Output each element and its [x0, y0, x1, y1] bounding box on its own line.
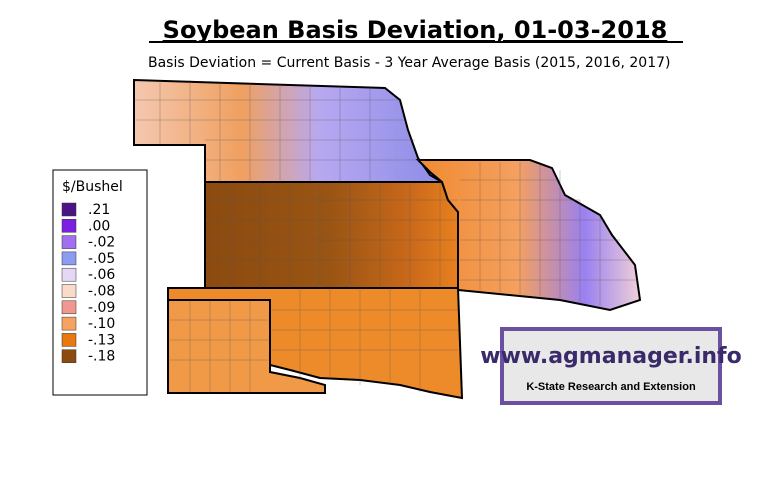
subtitle: Basis Deviation = Current Basis - 3 Year…	[148, 55, 670, 71]
logo-url: www.agmanager.info	[480, 344, 741, 369]
nebraska	[133, 78, 446, 183]
legend-swatch	[61, 316, 77, 331]
missouri	[415, 159, 642, 312]
legend-label: -.06	[88, 267, 115, 283]
legend-label: -.18	[88, 349, 115, 365]
logo-box	[500, 327, 722, 405]
county-grid	[134, 80, 638, 393]
map	[133, 78, 642, 400]
kansas	[204, 181, 459, 289]
legend-label: -.05	[88, 251, 115, 267]
logo-org: K-State Research and Extension	[526, 381, 696, 393]
legend-label: -.09	[88, 300, 115, 316]
legend-label: -.08	[88, 284, 115, 300]
legend-swatch	[61, 202, 77, 217]
legend-items: .21.00-.02-.05-.06-.08-.09-.10-.13-.18	[61, 202, 115, 365]
legend-swatch	[61, 235, 77, 249]
legend-label: .21	[88, 202, 110, 218]
legend-swatch	[61, 251, 77, 266]
legend-label: .00	[88, 218, 110, 234]
title: Soybean Basis Deviation, 01-03-2018	[163, 16, 668, 44]
legend-swatch	[61, 284, 77, 298]
legend-swatch	[61, 300, 77, 315]
legend-swatch	[61, 219, 77, 233]
legend-label: -.02	[88, 235, 115, 251]
texas-panhandle	[167, 299, 326, 394]
legend-swatch	[61, 267, 77, 282]
legend-swatch	[61, 333, 77, 347]
legend-title: $/Bushel	[62, 179, 123, 195]
legend-label: -.10	[88, 316, 115, 332]
legend-swatch	[61, 349, 77, 363]
legend-label: -.13	[88, 332, 115, 348]
